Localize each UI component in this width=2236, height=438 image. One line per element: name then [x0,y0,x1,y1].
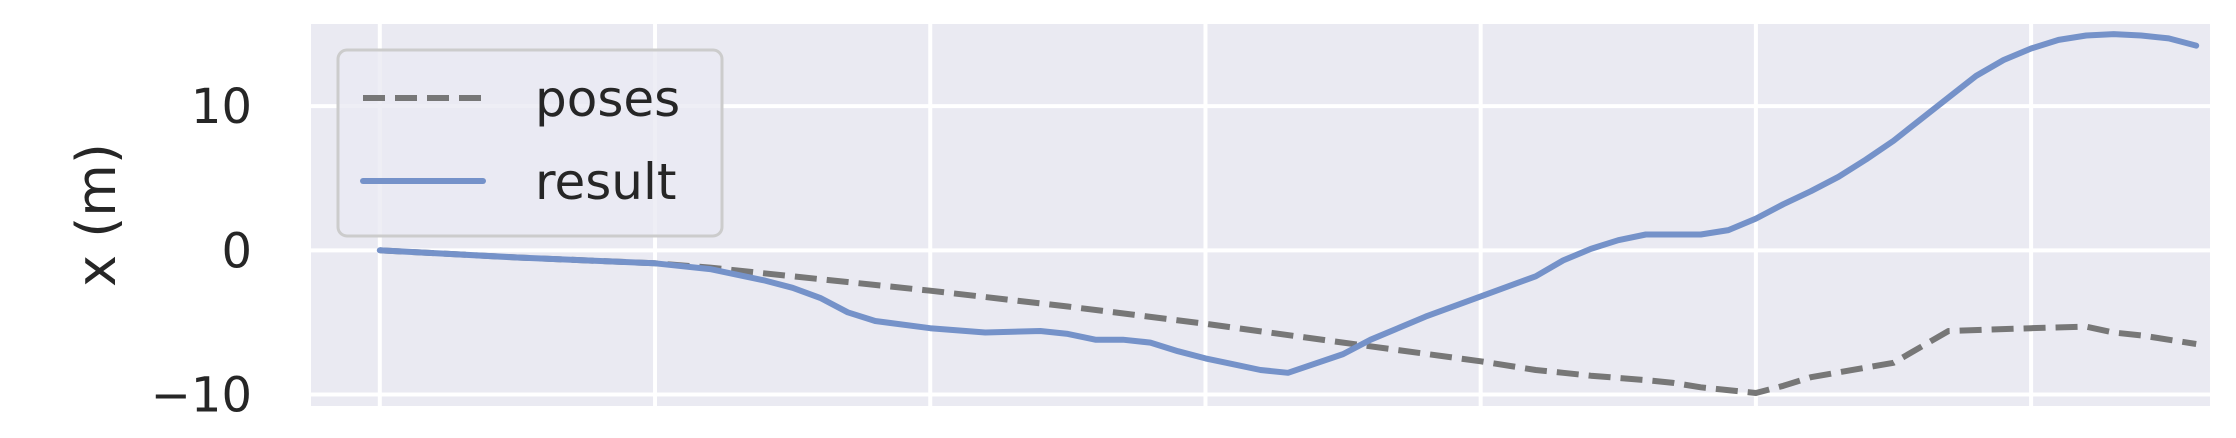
y-tick-labels: −10 0 10 [151,79,252,423]
legend: poses result [336,48,724,238]
series-lines [376,31,2200,396]
series-poses-line [379,247,2197,396]
legend-result-label: result [535,153,676,211]
y-tick-label-0: −10 [151,367,252,423]
y-tick-label-2: 10 [191,79,252,135]
y-axis-label: x (m) [65,143,128,287]
legend-poses-label: poses [535,70,680,128]
y-tick-label-1: 0 [221,223,252,279]
series-result-line [376,31,2200,376]
